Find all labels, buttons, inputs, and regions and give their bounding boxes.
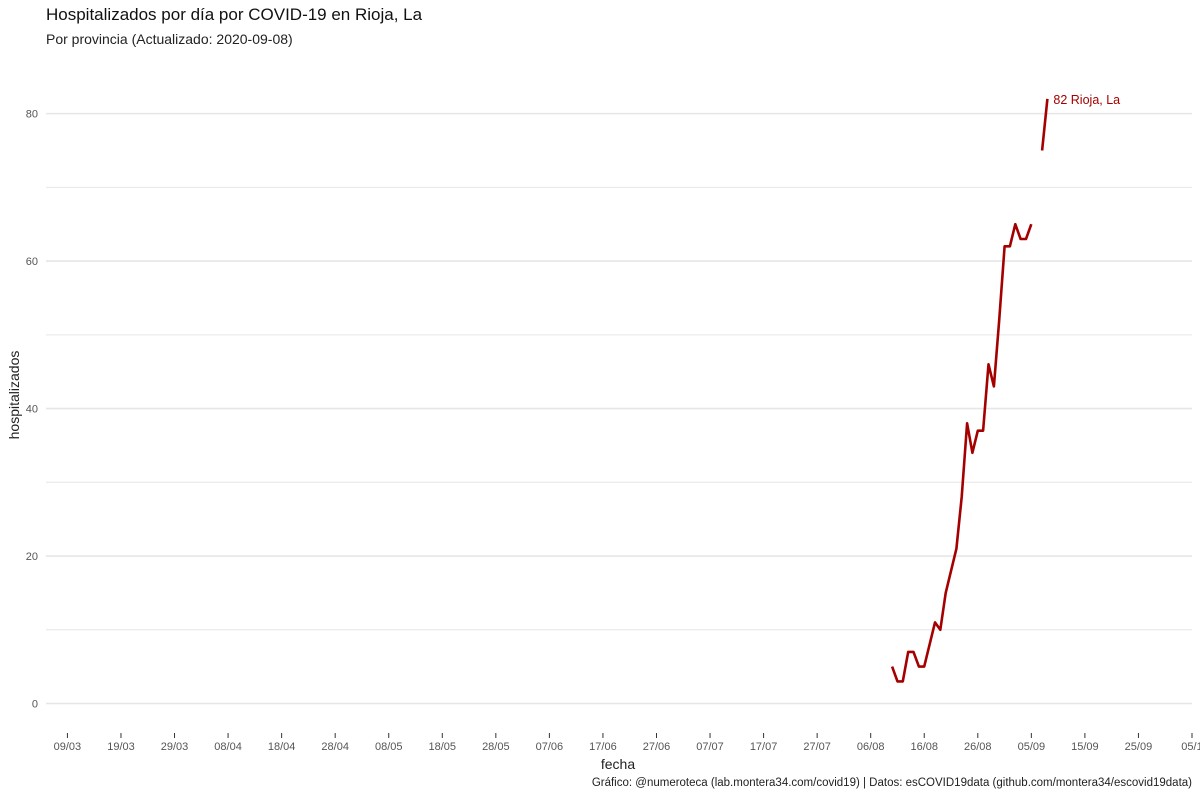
x-tick-label: 29/03 [161,741,189,753]
y-tick-label: 0 [32,699,38,711]
x-tick-label: 18/04 [268,741,296,753]
x-tick-label: 17/07 [750,741,778,753]
x-tick-label: 28/05 [482,741,510,753]
x-tick-label: 27/06 [643,741,671,753]
x-tick-label: 25/09 [1125,741,1153,753]
x-tick-label: 06/08 [857,741,885,753]
x-tick-label: 07/07 [696,741,724,753]
x-tick-label: 09/03 [54,741,82,753]
series-line [1040,98,1049,151]
x-tick-label: 26/08 [964,741,992,753]
chart-caption: Gráfico: @numeroteca (lab.montera34.com/… [591,777,1192,789]
x-tick-label: 27/07 [803,741,831,753]
x-tick-label: 18/05 [429,741,457,753]
y-tick-label: 20 [26,551,38,563]
y-axis-ticks: 0 20 40 60 80 [26,109,38,711]
series-line [890,222,1033,683]
x-tick-label: 19/03 [107,741,135,753]
series-layer: 82 Rioja, La [890,93,1120,683]
chart-subtitle: Por provincia (Actualizado: 2020-09-08) [46,31,293,47]
chart-title: Hospitalizados por día por COVID-19 en R… [46,5,423,24]
x-tick-label: 08/04 [214,741,242,753]
x-tick-label: 05/1 [1181,741,1200,753]
x-tick-label: 17/06 [589,741,617,753]
x-tick-label: 07/06 [536,741,564,753]
y-tick-label: 60 [26,256,38,268]
x-tick-label: 15/09 [1071,741,1099,753]
y-tick-label: 40 [26,404,38,416]
x-tick-label: 05/09 [1018,741,1046,753]
series-end-label: 82 Rioja, La [1053,93,1120,107]
x-tick-label: 16/08 [910,741,938,753]
x-tick-label: 08/05 [375,741,403,753]
x-tick-label: 28/04 [321,741,349,753]
gridlines [46,112,1192,705]
y-tick-label: 80 [26,109,38,121]
x-axis-ticks: 09/03 19/03 29/03 08/04 18/04 28/04 08/05 18/05… [54,733,1200,753]
x-axis-title: fecha [601,756,635,772]
y-axis-title: hospitalizados [6,351,22,440]
